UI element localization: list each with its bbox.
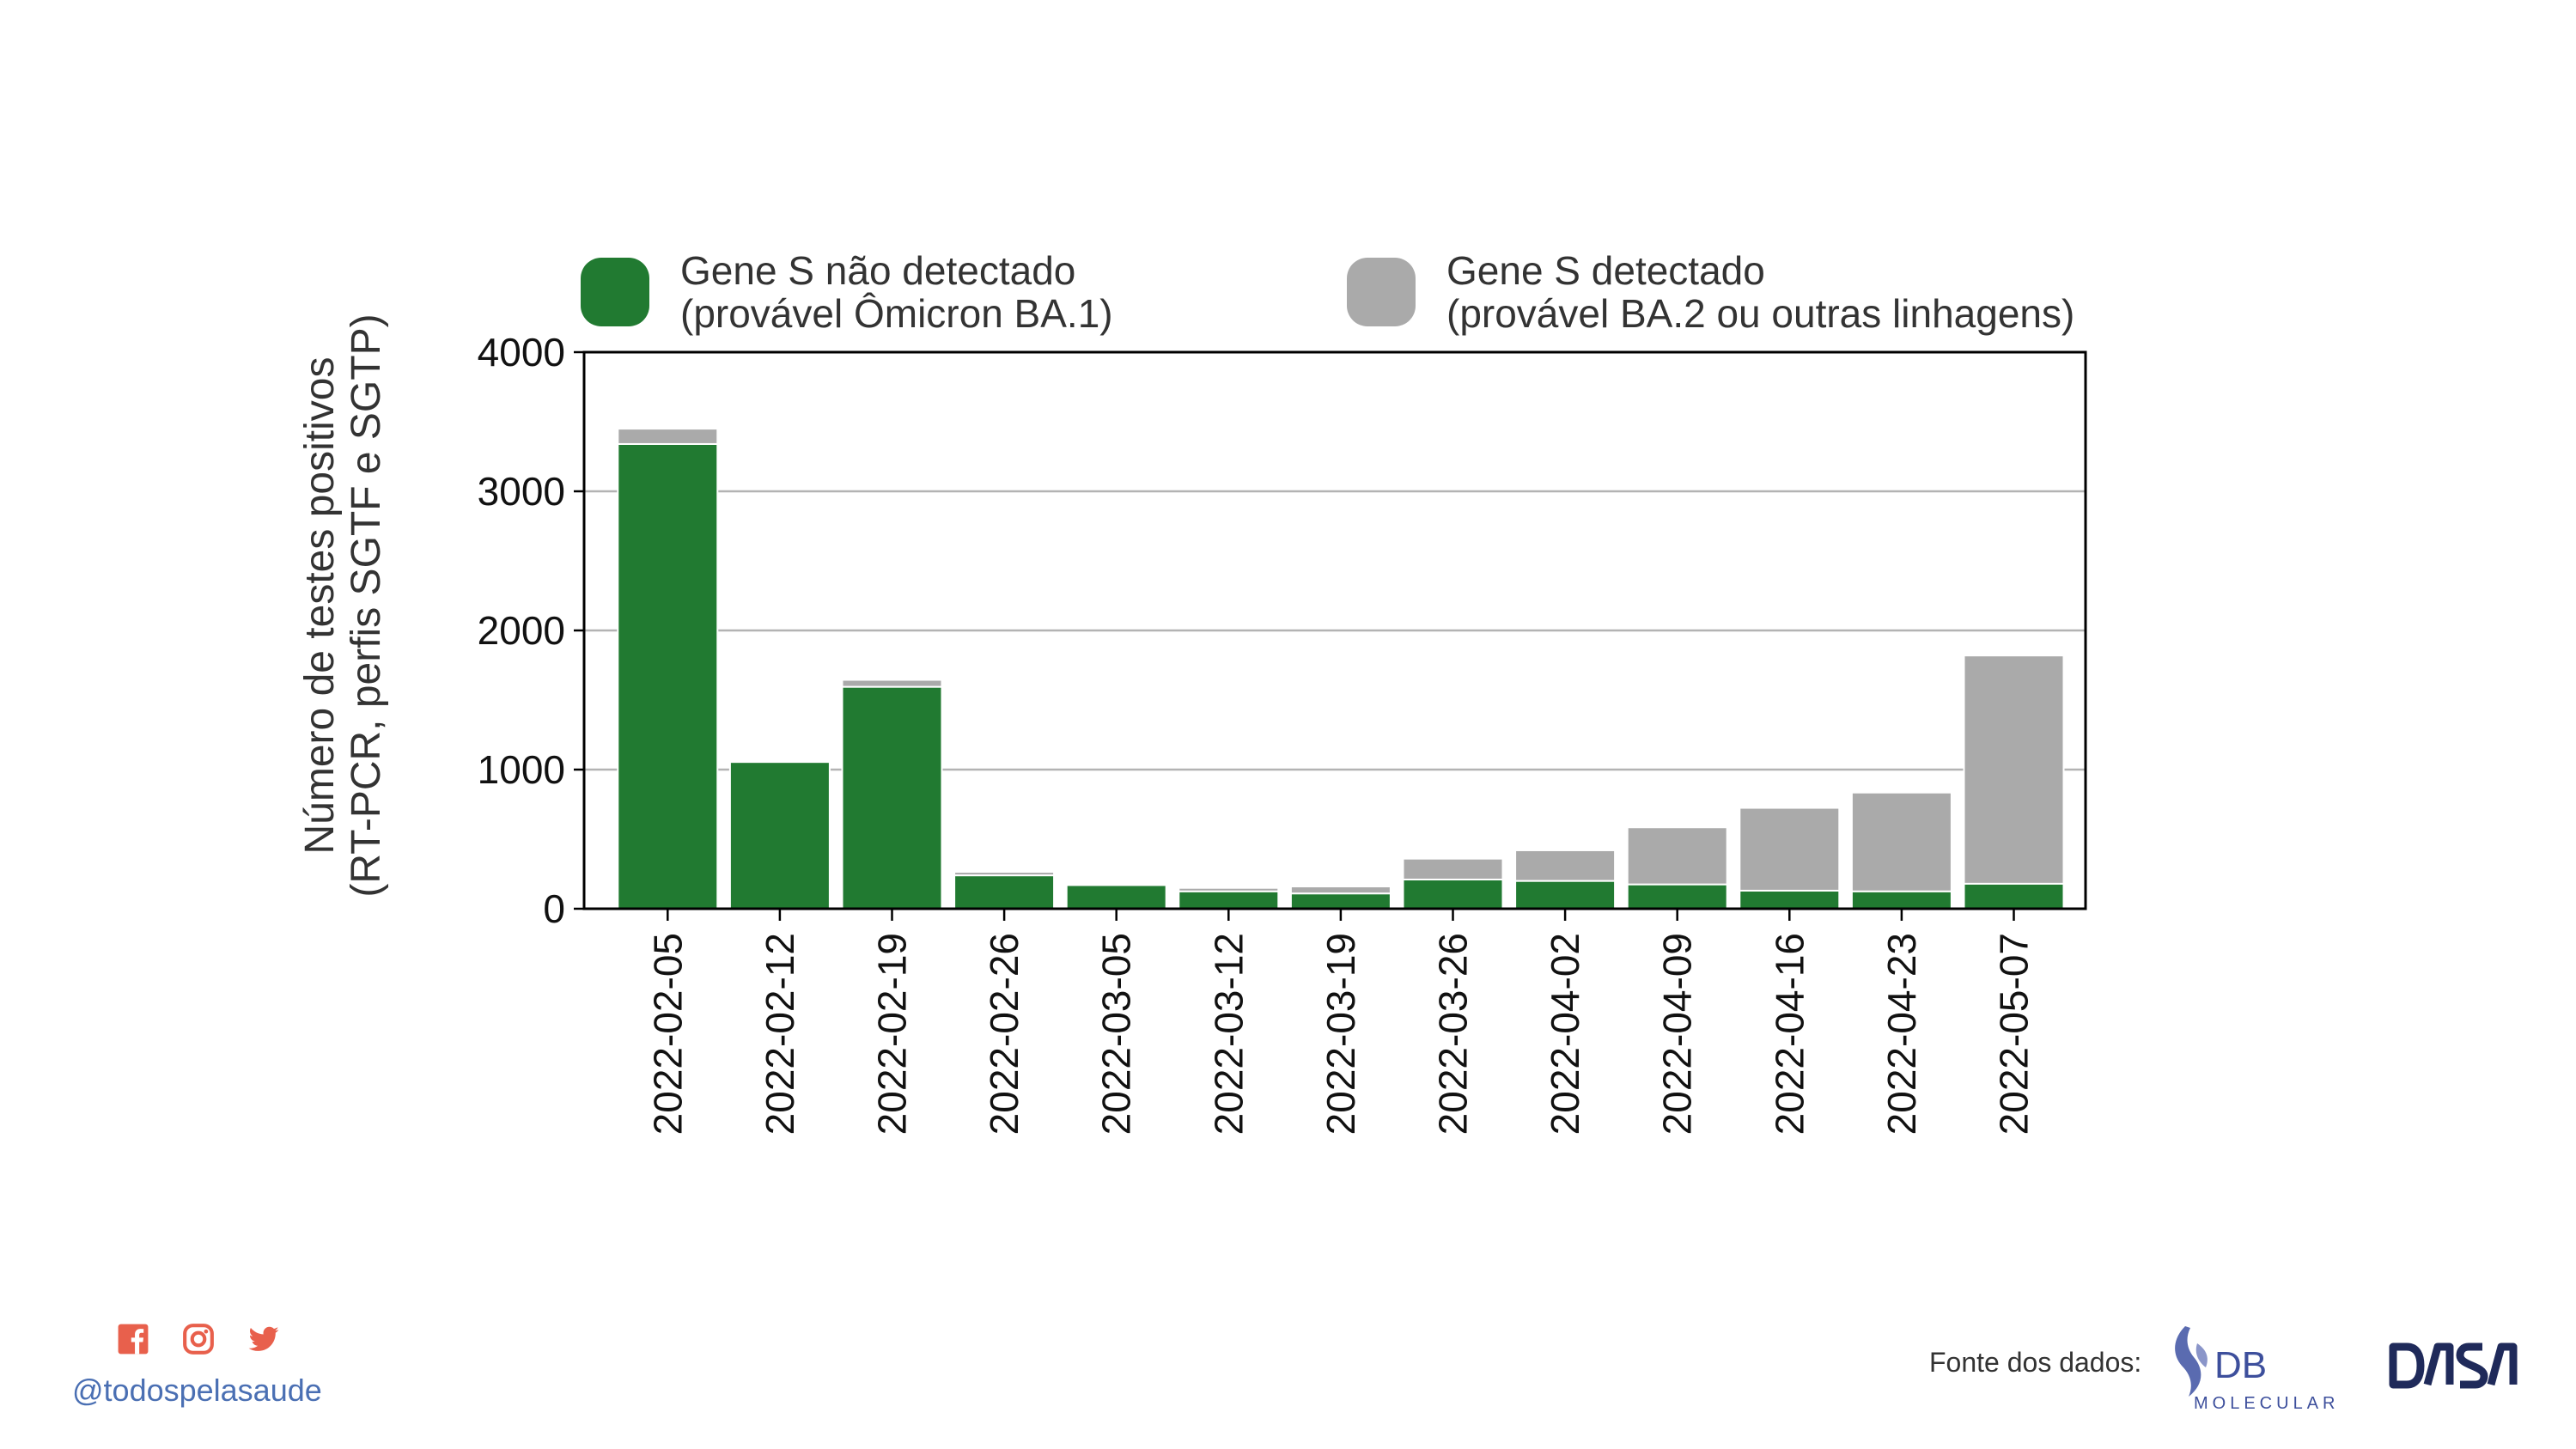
bar-sgtf	[1739, 889, 1841, 910]
bar-sgtf	[841, 685, 943, 910]
legend-label-line2: (provável BA.2 ou outras linhagens)	[1446, 291, 2075, 336]
legend-swatch-green	[581, 258, 649, 326]
x-tick-label: 2022-03-12	[1206, 933, 1251, 1135]
y-tick-label: 4000	[478, 330, 565, 374]
x-tick-label: 2022-03-26	[1431, 933, 1476, 1135]
legend-label-line1: Gene S não detectado	[680, 248, 1076, 293]
bar-sgtf	[1626, 883, 1728, 910]
x-tick-label: 2022-05-07	[1992, 933, 2037, 1135]
x-tick-label: 2022-02-26	[982, 933, 1026, 1135]
bars	[617, 428, 2065, 910]
x-tick-label: 2022-04-23	[1879, 933, 1924, 1135]
x-tick-label: 2022-03-05	[1094, 933, 1139, 1135]
x-tick-label: 2022-02-19	[870, 933, 915, 1135]
bar-sgtp	[1289, 886, 1392, 895]
dasa-logo	[2389, 1342, 2518, 1389]
bar-sgtp	[617, 428, 719, 445]
bar-sgtp	[1963, 654, 2065, 885]
x-ticks: 2022-02-05 2022-02-12 2022-02-19 2022-02-26…	[645, 909, 2037, 1135]
bar-sgtp	[1178, 886, 1280, 892]
bar-sgtp	[1402, 857, 1504, 880]
x-tick-label: 2022-04-09	[1655, 933, 1700, 1135]
twitter-icon[interactable]	[247, 1323, 280, 1355]
bar-sgtf	[617, 442, 719, 910]
y-axis-label-line2: (RT-PCR, perfis SGTF e SGTP)	[344, 314, 389, 898]
bar-sgtp	[1850, 791, 1952, 892]
facebook-icon[interactable]	[117, 1323, 149, 1355]
bar-sgtf	[728, 761, 831, 910]
data-source-label: Fonte dos dados:	[1929, 1347, 2142, 1378]
gridlines	[584, 490, 2086, 771]
x-tick-label: 2022-02-05	[645, 933, 690, 1135]
bar-sgtf	[1178, 890, 1280, 910]
bar-sgtp	[728, 759, 831, 764]
y-tick-label: 2000	[478, 608, 565, 653]
bar-sgtf	[1514, 880, 1617, 910]
x-tick-label: 2022-02-12	[758, 933, 802, 1135]
bar-sgtp	[1514, 849, 1617, 882]
y-tick-label: 0	[543, 886, 565, 931]
y-tick-label: 3000	[478, 469, 565, 514]
legend-label-line2: (provável Ômicron BA.1)	[680, 291, 1113, 336]
bar-sgtf	[953, 874, 1056, 910]
y-tick-label: 1000	[478, 747, 565, 792]
bar-sgtf	[1402, 878, 1504, 910]
bar-sgtp	[1065, 883, 1167, 886]
bar-sgtf	[1963, 882, 2065, 910]
legend-label-line1: Gene S detectado	[1446, 248, 1765, 293]
legend-item-sgtp: Gene S detectado (provável BA.2 ou outra…	[1347, 249, 2074, 335]
x-tick-label: 2022-04-16	[1767, 933, 1812, 1135]
x-tick-label: 2022-03-19	[1318, 933, 1363, 1135]
instagram-icon[interactable]	[182, 1323, 215, 1355]
db-molecular-logo: DB MOLECULAR	[2175, 1326, 2339, 1413]
bar-sgtf	[1289, 892, 1392, 910]
bar-sgtp	[1739, 807, 1841, 892]
bar-sgtp	[841, 679, 943, 688]
bar-sgtp	[953, 871, 1056, 877]
db-logo-text: DB	[2214, 1344, 2267, 1386]
legend-swatch-grey	[1347, 258, 1416, 326]
legend-item-sgtf: Gene S não detectado (provável Ômicron B…	[581, 249, 1113, 335]
bar-sgtf	[1065, 884, 1167, 910]
y-ticks: 0 1000 2000 3000 4000	[478, 330, 584, 931]
db-logo-subtext: MOLECULAR	[2194, 1394, 2339, 1413]
x-tick-label: 2022-04-02	[1543, 933, 1587, 1135]
social-handle[interactable]: @todospelasaude	[72, 1373, 322, 1408]
y-axis-label-line1: Número de testes positivos	[297, 356, 343, 855]
social-footer: @todospelasaude	[72, 1323, 330, 1409]
bar-sgtf	[1850, 890, 1952, 910]
bar-sgtp	[1626, 826, 1728, 886]
